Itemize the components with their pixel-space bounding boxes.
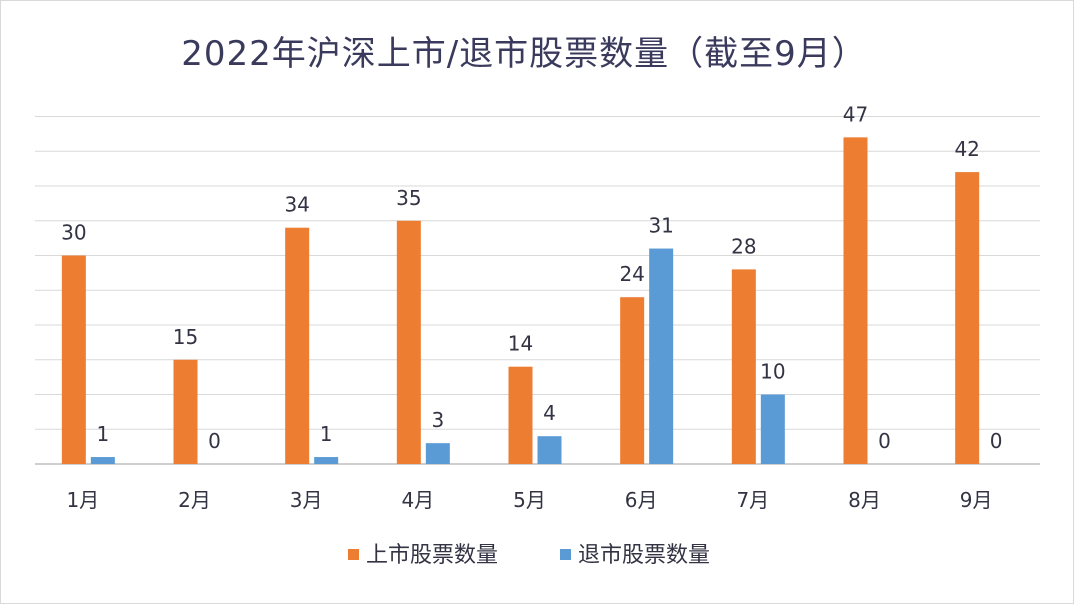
bar-listed	[843, 137, 868, 464]
x-tick-label: 5月	[513, 488, 546, 512]
bar-listed	[173, 359, 198, 464]
bar-listed	[61, 255, 86, 464]
legend-swatch-listed	[348, 549, 359, 560]
data-label: 4	[543, 401, 556, 425]
bar-delisted	[537, 436, 562, 464]
x-tick-label: 2月	[178, 488, 211, 512]
data-label: 42	[954, 137, 979, 161]
legend-swatch-delisted	[560, 549, 571, 560]
gridlines	[35, 116, 1040, 430]
data-label: 3	[431, 408, 444, 432]
data-label: 34	[284, 193, 309, 217]
data-label: 14	[508, 332, 533, 356]
x-tick-label: 9月	[960, 488, 993, 512]
bar-listed	[620, 297, 645, 464]
data-label: 24	[619, 262, 644, 286]
bar-listed	[396, 220, 421, 464]
bar-listed	[508, 366, 533, 464]
data-label: 15	[173, 325, 198, 349]
data-label: 0	[878, 429, 891, 453]
x-tick-label: 8月	[848, 488, 881, 512]
bar-listed	[731, 269, 756, 464]
chart-title: 2022年沪深上市/退市股票数量（截至9月）	[181, 34, 867, 74]
bar-listed	[955, 172, 980, 464]
data-label: 1	[320, 422, 333, 446]
data-label: 10	[760, 360, 785, 384]
x-tick-label: 6月	[625, 488, 658, 512]
data-label: 30	[61, 221, 86, 245]
x-tick-label: 7月	[736, 488, 769, 512]
x-tick-label: 4月	[401, 488, 434, 512]
legend-label-listed: 上市股票数量	[366, 543, 498, 568]
x-tick-label: 3月	[290, 488, 323, 512]
bar-delisted	[760, 394, 785, 464]
bar-delisted	[314, 457, 339, 464]
data-label: 1	[96, 422, 109, 446]
bar-listed	[285, 227, 310, 464]
data-label: 0	[208, 429, 221, 453]
data-label: 0	[990, 429, 1003, 453]
bar-delisted	[649, 248, 674, 464]
data-label: 47	[843, 102, 868, 126]
x-tick-label: 1月	[66, 488, 99, 512]
bar-delisted	[90, 457, 115, 464]
legend-label-delisted: 退市股票数量	[578, 543, 710, 568]
bar-delisted	[425, 443, 450, 464]
data-label: 28	[731, 234, 756, 258]
data-label: 35	[396, 186, 421, 210]
data-label: 31	[648, 214, 673, 238]
